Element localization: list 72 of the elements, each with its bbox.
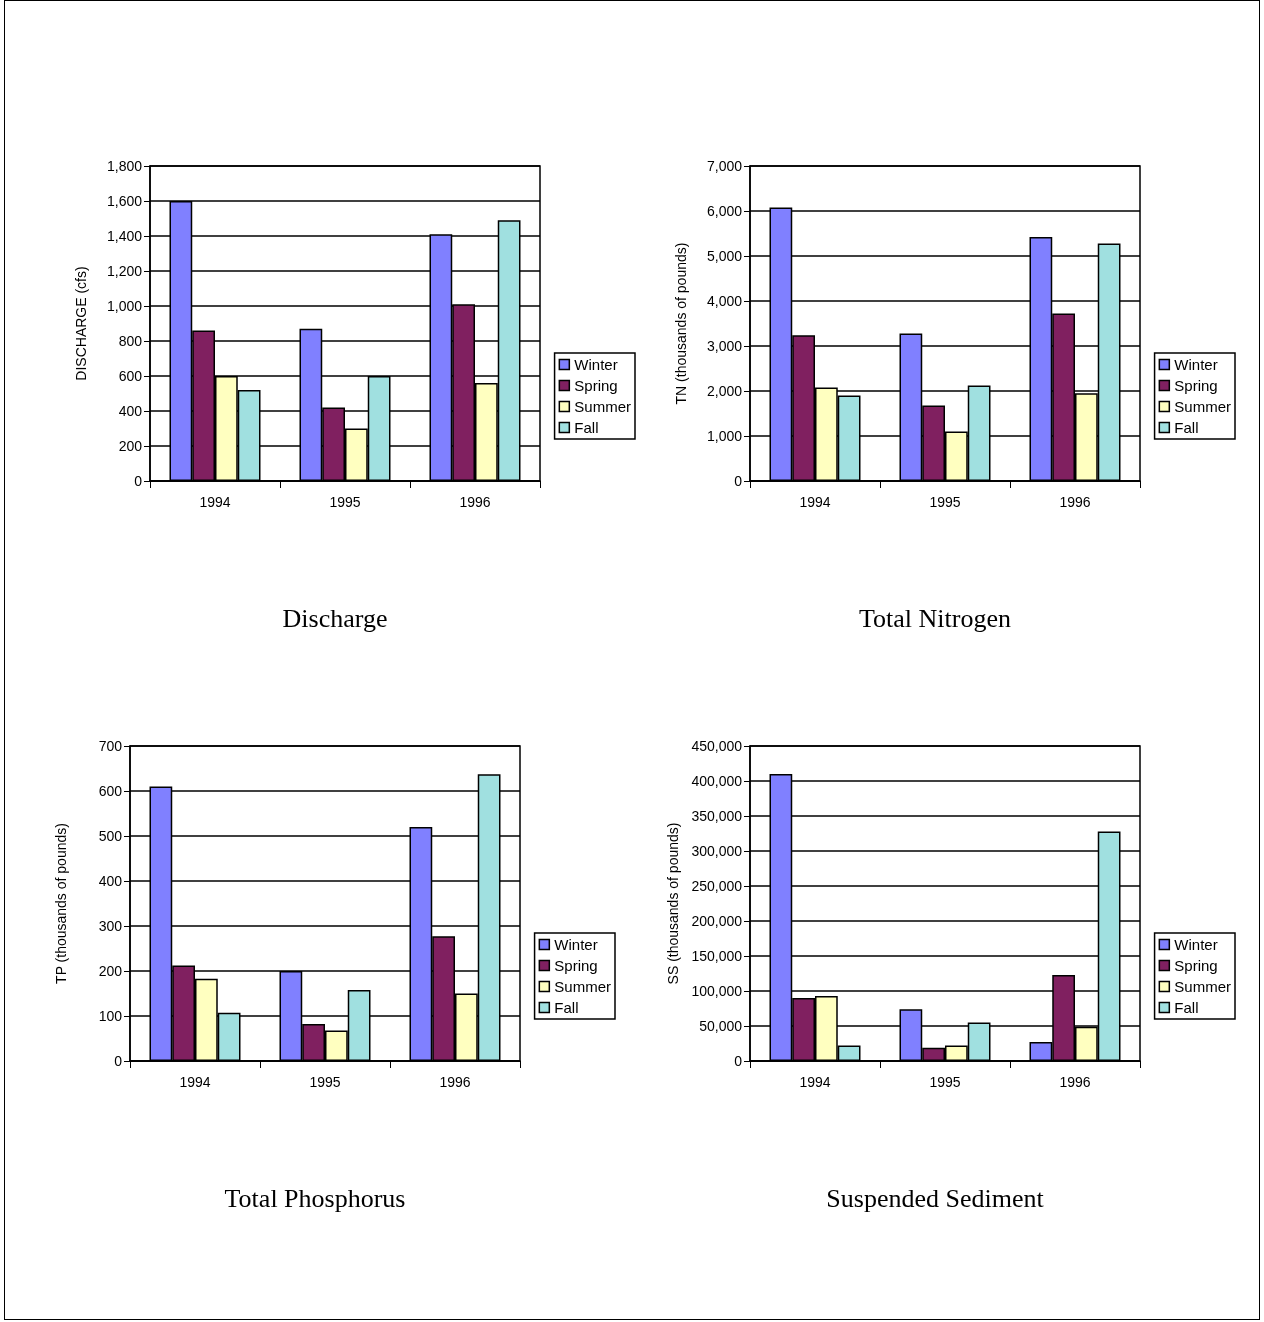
x-tick-label: 1995 (329, 494, 361, 510)
legend-label: Summer (554, 978, 612, 995)
legend-label: Winter (574, 356, 618, 373)
y-tick-label: 1,600 (106, 193, 143, 209)
y-tick-label: 0 (734, 473, 743, 489)
y-tick-label: 50,000 (699, 1018, 743, 1034)
y-tick-label: 6,000 (706, 203, 743, 219)
y-tick-label: 200 (118, 438, 143, 454)
x-tick-label: 1996 (459, 494, 491, 510)
x-tick-label: 1994 (199, 494, 231, 510)
text: Discharge (282, 603, 388, 633)
y-tick-label: 1,000 (106, 298, 143, 314)
x-tick-label: 1995 (929, 1074, 961, 1090)
legend-label: Spring (554, 957, 598, 974)
text: Suspended Sediment (826, 1183, 1045, 1213)
y-tick-label: 0 (114, 1053, 123, 1069)
y-tick-label: 3,000 (706, 338, 743, 354)
legend-label: Winter (1174, 936, 1218, 953)
y-tick-label: 400 (118, 403, 143, 419)
y-tick-label: 5,000 (706, 248, 743, 264)
y-tick-label: 600 (98, 783, 123, 799)
y-axis-title: TP (thousands of pounds) (53, 823, 69, 984)
x-tick-label: 1994 (799, 1074, 831, 1090)
y-tick-label: 1,200 (106, 263, 143, 279)
x-tick-label: 1995 (929, 494, 961, 510)
legend-label: Winter (1174, 356, 1218, 373)
y-tick-label: 150,000 (691, 948, 743, 964)
y-tick-label: 300,000 (691, 843, 743, 859)
text: Total Nitrogen (859, 603, 1011, 633)
legend-label: Fall (1174, 999, 1199, 1016)
y-tick-label: 250,000 (691, 878, 743, 894)
y-tick-label: 100 (98, 1008, 123, 1024)
y-tick-label: 2,000 (706, 383, 743, 399)
y-tick-label: 1,800 (106, 158, 143, 174)
legend-label: Spring (574, 377, 618, 394)
x-tick-label: 1995 (309, 1074, 341, 1090)
legend-label: Fall (1174, 419, 1199, 436)
x-tick-label: 1994 (179, 1074, 211, 1090)
y-axis-title: TN (thousands of pounds) (673, 242, 689, 405)
y-tick-label: 400,000 (691, 773, 743, 789)
y-tick-label: 300 (98, 918, 123, 934)
legend-label: Summer (1174, 398, 1232, 415)
y-tick-label: 1,000 (706, 428, 743, 444)
y-tick-label: 4,000 (706, 293, 743, 309)
y-axis-title: DISCHARGE (cfs) (73, 266, 89, 381)
legend-label: Summer (1174, 978, 1232, 995)
y-tick-label: 200 (98, 963, 123, 979)
legend-label: Spring (1174, 377, 1218, 394)
y-tick-label: 0 (734, 1053, 743, 1069)
y-tick-label: 200,000 (691, 913, 743, 929)
x-tick-label: 1994 (799, 494, 831, 510)
y-tick-label: 0 (134, 473, 143, 489)
y-tick-label: 7,000 (706, 158, 743, 174)
legend-label: Fall (574, 419, 599, 436)
y-axis-title: SS (thousands of pounds) (665, 822, 682, 985)
y-tick-label: 100,000 (691, 983, 743, 999)
x-tick-label: 1996 (1059, 1074, 1091, 1090)
text: Total Phosphorus (224, 1183, 406, 1213)
legend-label: Fall (554, 999, 579, 1016)
legend-label: Spring (1174, 957, 1218, 974)
x-tick-label: 1996 (439, 1074, 471, 1090)
y-tick-label: 1,400 (106, 228, 143, 244)
y-tick-label: 400 (98, 873, 123, 889)
y-tick-label: 800 (118, 333, 143, 349)
legend-label: Winter (554, 936, 598, 953)
y-tick-label: 500 (98, 828, 123, 844)
y-tick-label: 700 (98, 738, 123, 754)
y-tick-label: 350,000 (691, 808, 743, 824)
x-tick-label: 1996 (1059, 494, 1091, 510)
legend-label: Summer (574, 398, 632, 415)
y-tick-label: 450,000 (691, 738, 743, 754)
y-tick-label: 600 (118, 368, 143, 384)
